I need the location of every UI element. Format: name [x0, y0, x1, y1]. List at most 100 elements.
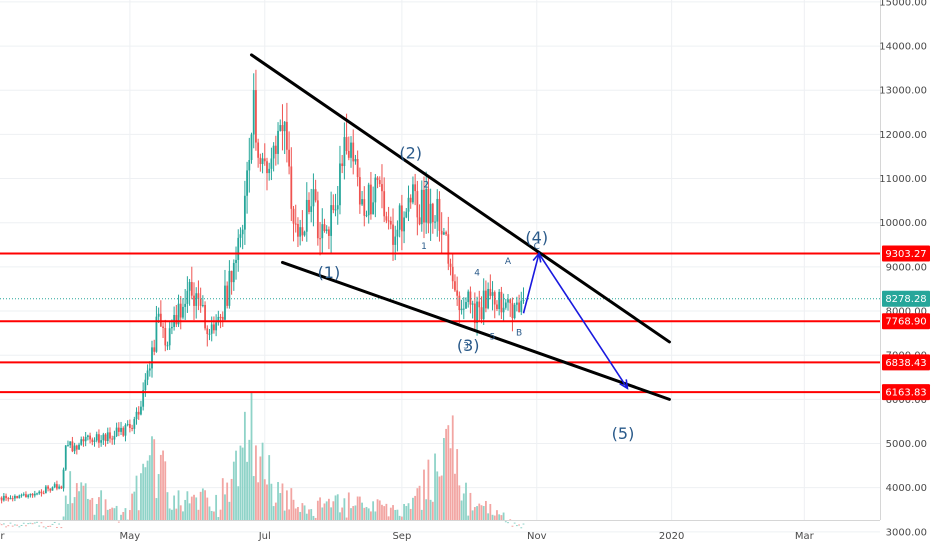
volume-bar	[22, 522, 25, 524]
volume-bar	[98, 497, 100, 520]
volume-bar	[310, 509, 313, 520]
candle-body	[126, 424, 129, 426]
volume-bar	[400, 516, 403, 520]
candle-body	[294, 223, 297, 225]
wave-label: (1)	[318, 263, 341, 282]
candle-body	[361, 199, 363, 205]
volume-bar	[106, 509, 109, 520]
candle-body	[480, 307, 483, 320]
candle-body	[164, 327, 167, 346]
candle-body	[248, 159, 251, 171]
candle-body	[447, 234, 450, 264]
volume-bar	[257, 482, 260, 520]
volume-bar	[49, 525, 52, 527]
candle-body	[330, 205, 333, 236]
time-tick-label: 2020	[659, 531, 684, 542]
volume-bar	[378, 500, 381, 520]
candle-body	[102, 434, 105, 441]
volume-bar	[25, 525, 27, 527]
price-tag-background	[882, 354, 930, 371]
candle-body	[436, 198, 439, 222]
candle-body	[325, 229, 328, 232]
volume-bar	[283, 510, 286, 520]
candle-body	[33, 493, 36, 496]
candle-body	[467, 291, 470, 303]
volume-bar	[299, 511, 302, 520]
candle-body	[321, 224, 324, 239]
volume-bar	[0, 524, 3, 526]
candle-body	[350, 142, 352, 158]
candle-body	[487, 288, 490, 309]
price-tick-label: 8000.00	[886, 307, 927, 318]
volume-bar	[84, 483, 87, 520]
volume-bar	[36, 521, 38, 523]
candle-body	[509, 299, 512, 304]
candle-body	[53, 484, 56, 488]
candle-body	[358, 177, 361, 205]
volume-bar	[518, 524, 520, 526]
price-tick-label: 3000.00	[886, 527, 927, 538]
candle-body	[310, 206, 313, 212]
wave-label: B	[516, 328, 522, 338]
volume-bar	[423, 469, 425, 520]
price-tag-label: 9303.27	[885, 249, 926, 260]
candle-body	[328, 229, 330, 236]
candle-body	[407, 197, 410, 212]
candle-body	[60, 486, 63, 489]
price-axis[interactable]: 3000.004000.005000.006000.007000.008000.…	[879, 0, 932, 538]
candle-body	[106, 432, 109, 442]
candle-body	[199, 299, 202, 306]
candle-body	[20, 494, 23, 496]
candle-body	[250, 134, 253, 160]
candle-body	[365, 215, 368, 217]
candle-body	[345, 137, 348, 151]
volume-bar	[347, 492, 350, 520]
candle-body	[179, 303, 182, 318]
volume-bar	[182, 511, 184, 520]
volume-bar	[33, 522, 36, 524]
candle-body	[352, 142, 355, 162]
volume-bar	[135, 475, 138, 520]
volume-bar	[255, 445, 257, 520]
candle-body	[389, 220, 392, 225]
candle-body	[168, 328, 171, 346]
volume-bar	[314, 517, 317, 520]
volume-bar	[358, 496, 361, 520]
candle-body	[224, 285, 226, 320]
volume-bar	[157, 474, 160, 520]
wave-label: A	[505, 257, 512, 267]
volume-bar	[266, 484, 268, 520]
volume-bar	[263, 479, 266, 520]
candle-body	[190, 282, 193, 296]
candle-body	[301, 227, 304, 236]
candle-body	[11, 498, 14, 500]
volume-bar	[487, 513, 490, 520]
volume-bar	[248, 439, 251, 520]
volume-bar	[449, 448, 452, 520]
candle-body	[62, 469, 65, 489]
candle-body	[120, 427, 122, 432]
volume-bar	[243, 411, 246, 520]
candle-body	[40, 491, 43, 494]
volume-bar	[356, 496, 359, 520]
candle-body	[312, 189, 315, 207]
price-tick-label: 14000.00	[879, 42, 927, 53]
candle-body	[489, 288, 492, 296]
price-tag-label: 7768.90	[885, 317, 926, 328]
time-tick-label: Mar	[795, 531, 815, 542]
volume-bar	[392, 505, 394, 520]
wave-label: (4)	[525, 228, 548, 247]
candle-body	[305, 199, 308, 232]
volume-bar	[11, 525, 14, 527]
candle-body	[111, 438, 114, 440]
volume-bar	[89, 499, 91, 520]
volume-bar	[445, 428, 447, 520]
grid	[0, 0, 880, 533]
volume-bar	[206, 497, 209, 520]
volume-bar	[436, 471, 439, 520]
volume-bar	[458, 485, 461, 520]
volume-bar	[361, 502, 363, 520]
candle-body	[82, 439, 85, 442]
candle-body	[252, 90, 255, 135]
volume-bar	[305, 513, 308, 520]
